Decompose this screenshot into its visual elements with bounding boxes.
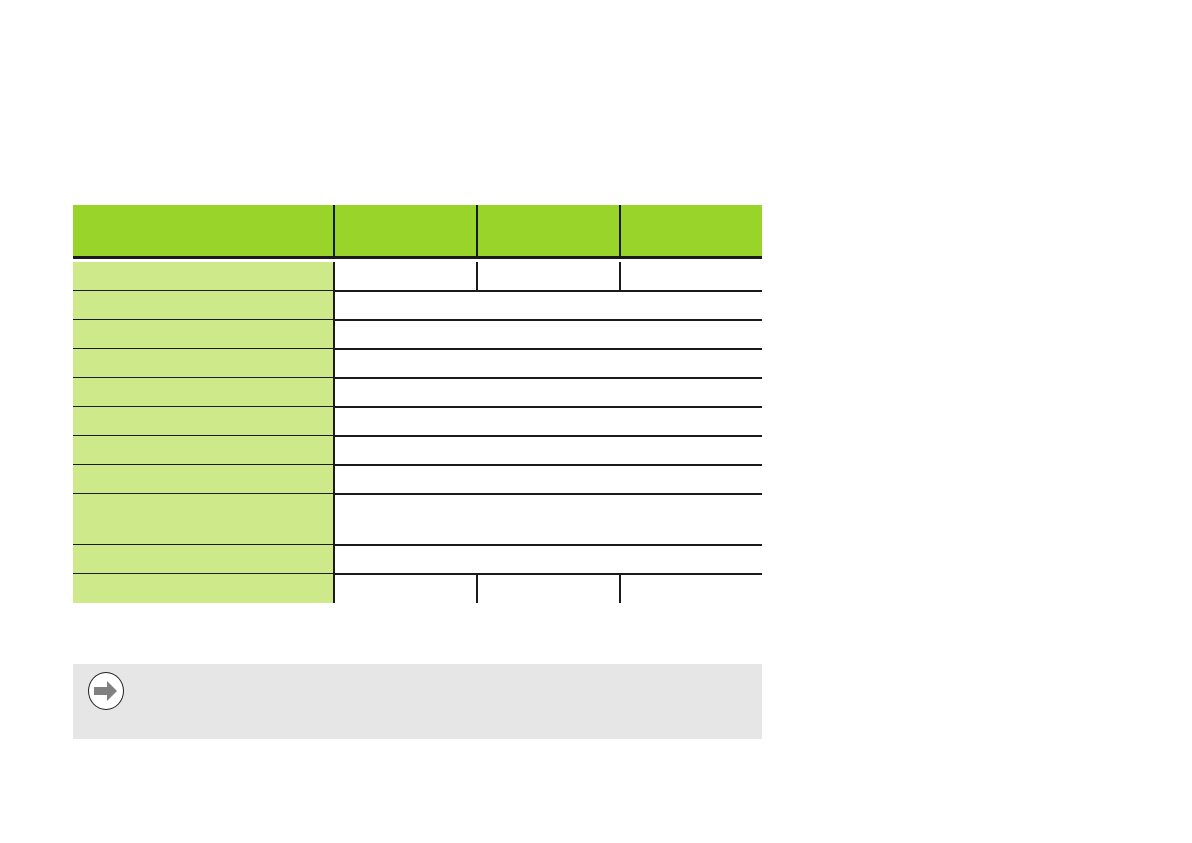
row-label <box>73 545 334 574</box>
row-divider <box>73 544 762 546</box>
arrow-right-circle-icon <box>88 672 124 710</box>
column-divider <box>476 574 478 603</box>
header-cell <box>73 205 334 259</box>
row-label <box>73 436 334 465</box>
column-divider <box>476 262 478 291</box>
column-divider <box>476 205 478 259</box>
row-value <box>334 262 477 291</box>
row-divider <box>73 377 762 379</box>
row-divider <box>73 464 762 466</box>
header-cell <box>620 205 762 259</box>
row-value <box>334 407 762 436</box>
row-value <box>620 574 762 603</box>
column-divider <box>619 205 621 259</box>
column-divider <box>333 407 335 436</box>
row-label <box>73 407 334 436</box>
row-divider <box>73 435 762 437</box>
column-divider <box>333 436 335 465</box>
row-value <box>334 291 762 320</box>
row-divider <box>73 573 762 575</box>
column-divider <box>333 291 335 320</box>
column-divider <box>333 262 335 291</box>
column-divider <box>333 320 335 349</box>
row-value <box>334 436 762 465</box>
row-label <box>73 320 334 349</box>
column-divider <box>333 574 335 603</box>
row-value <box>334 494 762 545</box>
note-box <box>73 664 762 739</box>
header-cell <box>477 205 620 259</box>
column-divider <box>619 574 621 603</box>
row-value <box>477 262 620 291</box>
row-label <box>73 262 334 291</box>
column-divider <box>333 545 335 574</box>
header-cell <box>334 205 477 259</box>
row-label <box>73 574 334 603</box>
row-value <box>620 262 762 291</box>
column-divider <box>333 465 335 494</box>
row-value <box>334 378 762 407</box>
row-value <box>334 545 762 574</box>
row-divider <box>73 348 762 350</box>
row-divider <box>73 290 762 292</box>
row-value <box>334 465 762 494</box>
column-divider <box>333 378 335 407</box>
row-value <box>334 320 762 349</box>
row-label <box>73 494 334 545</box>
row-label <box>73 349 334 378</box>
row-divider <box>73 406 762 408</box>
row-label <box>73 291 334 320</box>
row-value <box>334 349 762 378</box>
column-divider <box>333 494 335 545</box>
row-label <box>73 465 334 494</box>
row-divider <box>73 493 762 495</box>
row-label <box>73 378 334 407</box>
row-value <box>477 574 620 603</box>
column-divider <box>619 262 621 291</box>
row-divider <box>73 319 762 321</box>
column-divider <box>333 349 335 378</box>
row-value <box>334 574 477 603</box>
column-divider <box>333 205 335 259</box>
